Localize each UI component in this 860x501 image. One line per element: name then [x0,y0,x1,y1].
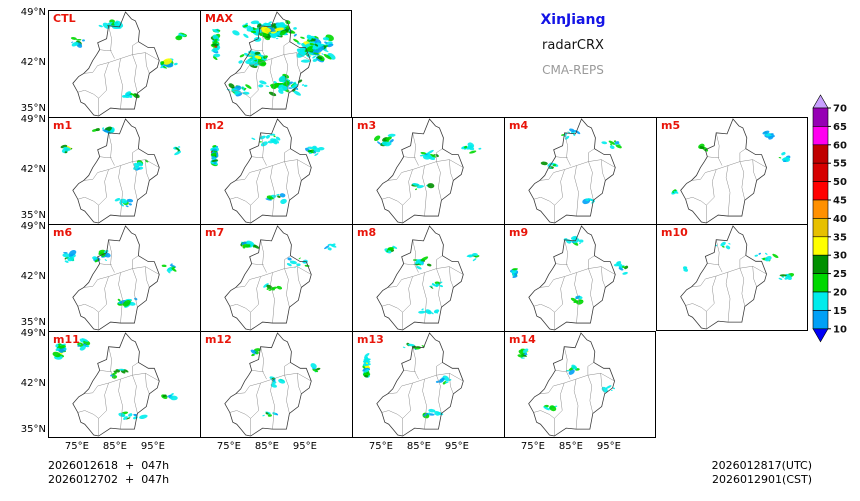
map-svg [62,225,177,331]
map-svg [376,225,480,331]
lon-tick-label: 75°E [64,441,89,452]
map-svg [210,118,325,224]
lat-tick-label: 49°N [20,114,46,125]
panel-label: m11 [53,333,80,346]
map-svg [224,332,321,437]
svg-text:15: 15 [833,306,847,317]
map-panel-m14: m14 [504,331,656,438]
panel-label: m3 [357,119,377,132]
panel-label: MAX [205,12,233,25]
svg-text:60: 60 [833,140,847,151]
map-panel-m5: m5 [656,117,808,224]
map-panel-m3: m3 [352,117,504,224]
map-svg [528,118,622,224]
panel-label: CTL [53,12,76,25]
map-panel-m7: m7 [200,224,352,331]
map-svg [224,225,337,331]
lon-tick-label: 95°E [596,441,621,452]
region-title: XinJiang [540,12,606,28]
panel-label: m2 [205,119,225,132]
lat-tick-label: 49°N [20,221,46,232]
panel-label: m7 [205,226,225,239]
svg-text:35: 35 [833,232,847,243]
lon-tick-label: 95°E [444,441,469,452]
panel-label: m10 [661,226,688,239]
panel-label: m5 [661,119,681,132]
map-svg [362,332,464,437]
lat-tick-label: 35°N [20,103,46,114]
lat-tick-label: 42°N [20,163,46,175]
map-svg [52,332,178,437]
svg-text:10: 10 [833,324,847,335]
lat-tick-label: 35°N [20,424,46,435]
map-panel-m12: m12 [200,331,352,438]
lat-tick-label: 35°N [20,210,46,221]
valid-time-utc: 2026012817(UTC) [711,459,812,472]
map-panel-m6: m6 [48,224,200,331]
map-svg [70,11,187,117]
map-panel-m1: m1 [48,117,200,224]
map-panel-m10: m10 [656,224,808,331]
map-panel-m9: m9 [504,224,656,331]
panel-label: m4 [509,119,529,132]
map-svg [509,225,629,331]
panel-label: m6 [53,226,73,239]
map-panel-m2: m2 [200,117,352,224]
svg-text:25: 25 [833,269,847,280]
init-time-text: 2026012618 + 047h 2026012702 + 047h [48,459,169,487]
panel-label: m9 [509,226,529,239]
init-time-cst: 2026012702 + 047h [48,473,170,486]
svg-text:30: 30 [833,251,847,262]
svg-text:40: 40 [833,214,847,225]
map-svg [671,118,791,224]
panel-label: m8 [357,226,377,239]
reflectivity-colorbar: 70 65 60 55 50 45 40 35 30 25 20 15 10 [812,94,860,346]
lon-tick-label: 85°E [406,441,431,452]
lon-tick-label: 85°E [102,441,127,452]
lat-tick-label: 35°N [20,317,46,328]
valid-time-text: 2026012817(UTC) 2026012901(CST) [640,459,812,487]
map-svg [373,118,482,224]
svg-text:55: 55 [833,159,847,170]
map-svg [210,11,336,117]
map-panel-m11: m11 [48,331,200,438]
svg-text:50: 50 [833,177,847,188]
lat-tick-label: 49°N [20,328,46,339]
map-svg [680,225,795,330]
svg-text:45: 45 [833,196,847,207]
map-panel-m4: m4 [504,117,656,224]
svg-text:65: 65 [833,122,847,133]
map-panel-m13: m13 [352,331,504,438]
lon-tick-label: 75°E [520,441,545,452]
lat-tick-label: 49°N [20,7,46,18]
system-title: CMA-REPS [542,63,604,77]
product-title: radarCRX [542,38,604,53]
svg-text:20: 20 [833,288,847,299]
lon-tick-label: 85°E [558,441,583,452]
init-time-utc: 2026012618 + 047h [48,459,170,472]
lon-tick-label: 85°E [254,441,279,452]
lon-tick-label: 95°E [140,441,165,452]
panel-label: m1 [53,119,73,132]
map-panel-max: MAX [200,10,352,117]
lon-tick-label: 75°E [216,441,241,452]
valid-time-cst: 2026012901(CST) [712,473,812,486]
map-svg [517,332,616,437]
svg-text:70: 70 [833,104,847,115]
panel-label: m14 [509,333,536,346]
lon-tick-label: 75°E [368,441,393,452]
lat-tick-label: 42°N [20,56,46,68]
lat-tick-label: 42°N [20,377,46,389]
map-svg [60,118,182,224]
map-panel-m8: m8 [352,224,504,331]
lon-tick-label: 95°E [292,441,317,452]
panel-label: m13 [357,333,384,346]
lat-tick-label: 42°N [20,270,46,282]
figure-legend: XinJiang radarCRX CMA-REPS [488,12,658,77]
map-panel-ctl: CTL [48,10,200,117]
panel-label: m12 [205,333,232,346]
